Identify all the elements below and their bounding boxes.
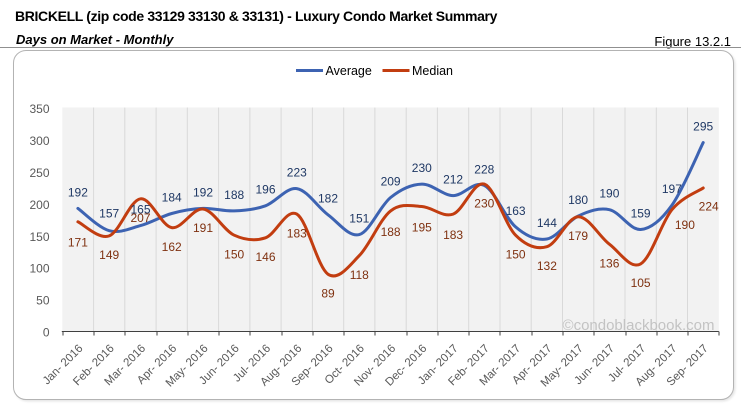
svg-text:159: 159 xyxy=(631,206,651,220)
svg-text:350: 350 xyxy=(29,102,49,116)
svg-text:132: 132 xyxy=(537,259,557,273)
svg-text:150: 150 xyxy=(224,247,244,261)
svg-text:183: 183 xyxy=(443,228,463,242)
svg-text:224: 224 xyxy=(699,199,719,213)
svg-text:171: 171 xyxy=(68,236,88,250)
svg-text:196: 196 xyxy=(255,183,275,197)
svg-text:Median: Median xyxy=(412,64,453,78)
svg-text:149: 149 xyxy=(99,248,119,262)
svg-text:50: 50 xyxy=(36,294,50,308)
svg-text:136: 136 xyxy=(599,256,619,270)
svg-text:207: 207 xyxy=(130,211,150,225)
svg-text:300: 300 xyxy=(29,134,49,148)
svg-text:151: 151 xyxy=(349,212,369,226)
svg-text:190: 190 xyxy=(675,218,695,232)
svg-text:192: 192 xyxy=(193,185,213,199)
svg-text:Average: Average xyxy=(326,64,372,78)
svg-text:89: 89 xyxy=(321,286,335,300)
svg-text:150: 150 xyxy=(29,230,49,244)
svg-text:162: 162 xyxy=(162,240,182,254)
svg-text:183: 183 xyxy=(287,226,307,240)
svg-text:192: 192 xyxy=(68,185,88,199)
svg-text:105: 105 xyxy=(631,276,651,290)
svg-text:228: 228 xyxy=(474,162,494,176)
svg-text:118: 118 xyxy=(350,268,369,282)
svg-text:182: 182 xyxy=(318,192,338,206)
svg-text:223: 223 xyxy=(287,166,307,180)
svg-text:230: 230 xyxy=(412,161,432,175)
svg-text:0: 0 xyxy=(43,326,50,340)
svg-text:200: 200 xyxy=(29,198,49,212)
svg-text:230: 230 xyxy=(474,196,494,210)
svg-text:191: 191 xyxy=(193,221,213,235)
svg-text:190: 190 xyxy=(599,187,619,201)
svg-text:195: 195 xyxy=(412,220,432,234)
svg-text:184: 184 xyxy=(162,190,182,204)
svg-text:163: 163 xyxy=(506,204,526,218)
svg-text:250: 250 xyxy=(29,166,49,180)
svg-text:©condoblackbook.com: ©condoblackbook.com xyxy=(563,317,715,334)
svg-text:197: 197 xyxy=(662,182,682,196)
svg-text:100: 100 xyxy=(29,262,49,276)
svg-text:188: 188 xyxy=(381,225,401,239)
svg-text:209: 209 xyxy=(381,174,401,188)
svg-text:179: 179 xyxy=(568,229,588,243)
svg-text:144: 144 xyxy=(537,216,557,230)
svg-text:150: 150 xyxy=(506,247,526,261)
svg-text:180: 180 xyxy=(568,193,588,207)
svg-text:157: 157 xyxy=(99,206,119,220)
svg-text:212: 212 xyxy=(443,173,463,187)
svg-text:146: 146 xyxy=(255,250,275,264)
svg-text:165: 165 xyxy=(130,203,150,217)
svg-text:295: 295 xyxy=(693,120,713,134)
svg-text:188: 188 xyxy=(224,188,244,202)
